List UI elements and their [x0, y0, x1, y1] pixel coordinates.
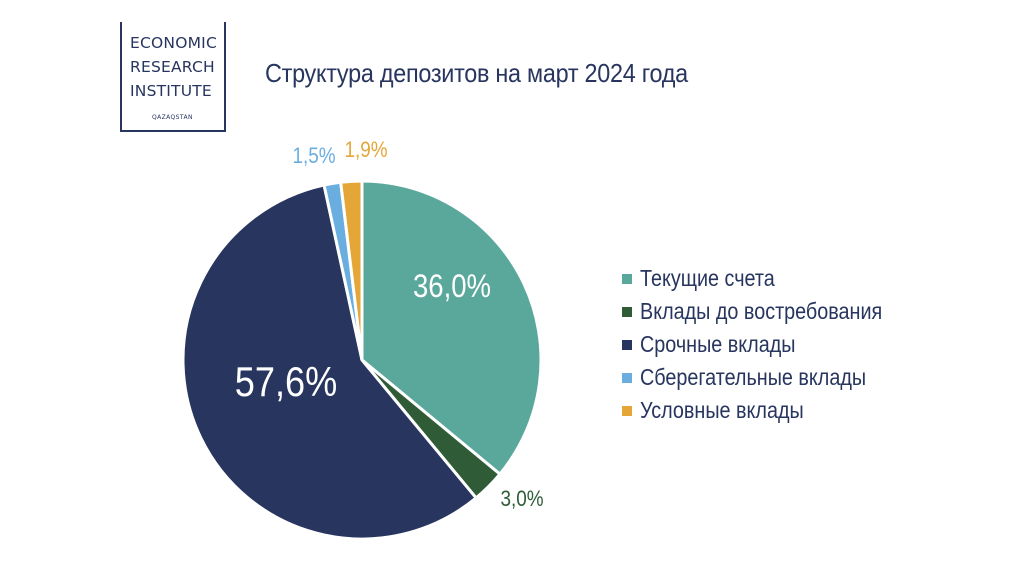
legend-item-current-accounts: Текущие счета [622, 262, 922, 295]
logo-line-1: ECONOMIC [130, 34, 217, 52]
pie-slice-term-deposits [181, 183, 479, 541]
legend-item-savings-deposits: Сберегательные вклады [622, 361, 922, 394]
logo-sub: QAZAQSTAN [152, 114, 193, 121]
data-label-savings-deposits: 1,5% [292, 144, 335, 169]
legend-item-demand-deposits: Вклады до востребования [622, 295, 922, 328]
data-label-current-accounts: 36,0% [413, 269, 491, 304]
legend-label: Сберегательные вклады [640, 364, 867, 390]
pie-slice-current-accounts [360, 179, 543, 477]
legend-item-conditional-deposits: Условные вклады [622, 394, 922, 427]
legend-label: Вклады до востребования [640, 298, 883, 324]
legend-label: Условные вклады [640, 397, 804, 423]
pie-slice-conditional-deposits [339, 179, 364, 361]
legend-swatch [622, 405, 632, 416]
chart-title: Структура депозитов на март 2024 года [265, 58, 688, 88]
legend-swatch [622, 273, 632, 284]
logo-line-2: RESEARCH [130, 58, 215, 76]
data-label-term-deposits: 57,6% [235, 360, 337, 406]
legend-swatch [622, 339, 632, 350]
logo-line-3: INSTITUTE [130, 82, 212, 100]
logo: ECONOMIC RESEARCH INSTITUTE QAZAQSTAN [120, 22, 226, 132]
data-label-demand-deposits: 3,0% [500, 487, 543, 512]
legend-item-term-deposits: Срочные вклады [622, 328, 922, 361]
chart-legend: Текущие счета Вклады до востребования Сроч… [622, 262, 922, 427]
legend-label: Срочные вклады [640, 331, 796, 357]
legend-swatch [622, 372, 632, 383]
data-label-conditional-deposits: 1,9% [344, 138, 387, 163]
legend-label: Текущие счета [640, 265, 775, 291]
legend-swatch [622, 306, 632, 317]
